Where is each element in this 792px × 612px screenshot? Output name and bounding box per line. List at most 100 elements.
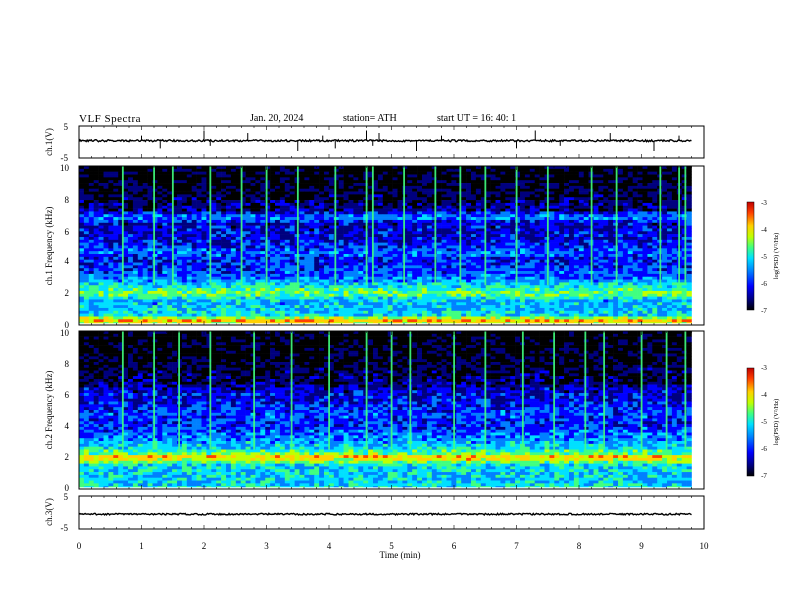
heatmap-cell <box>260 245 266 249</box>
heatmap-cell <box>618 208 624 212</box>
heatmap-cell <box>461 268 467 272</box>
heatmap-cell <box>284 262 290 266</box>
heatmap-cell <box>554 188 560 192</box>
heatmap-cell <box>495 256 501 260</box>
heatmap-cell <box>196 208 202 212</box>
heatmap-cell <box>559 202 565 207</box>
heatmap-cell <box>83 166 90 170</box>
heatmap-cell <box>103 191 109 195</box>
heatmap-cell <box>637 245 643 249</box>
heatmap-cell <box>593 177 599 181</box>
heatmap-cell <box>103 225 109 229</box>
heatmap-cell <box>667 265 673 269</box>
heatmap-cell <box>167 259 173 263</box>
heatmap-cell <box>167 188 173 192</box>
heatmap-cell <box>206 166 212 170</box>
heatmap-cell <box>162 273 168 278</box>
heatmap-cell <box>480 211 486 215</box>
heatmap-cell <box>475 273 482 278</box>
heatmap-cell <box>500 262 506 266</box>
heatmap-cell <box>157 202 163 207</box>
heatmap-cell <box>426 219 433 224</box>
heatmap-cell <box>446 214 452 218</box>
heatmap-cell <box>206 202 212 207</box>
heatmap-cell <box>152 180 158 184</box>
heatmap-cell <box>172 251 178 255</box>
heatmap-cell <box>559 242 565 246</box>
heatmap-cell <box>172 254 178 258</box>
heatmap-cell <box>529 234 535 238</box>
heatmap-cell <box>426 239 433 243</box>
heatmap-cell <box>275 256 281 260</box>
heatmap-cell <box>132 194 139 198</box>
heatmap-cell <box>505 168 511 172</box>
heatmap-cell <box>549 254 555 258</box>
heatmap-cell <box>436 194 442 198</box>
heatmap-cell <box>304 268 310 272</box>
heatmap-cell <box>373 222 379 226</box>
heatmap-cell <box>377 239 384 243</box>
heatmap-cell <box>137 234 143 238</box>
heatmap-cell <box>667 228 673 232</box>
heatmap-cell <box>118 185 124 190</box>
heatmap-cell <box>578 239 584 243</box>
heatmap-cell <box>324 183 330 187</box>
heatmap-cell <box>397 205 403 209</box>
heatmap-cell <box>147 262 153 266</box>
heatmap-cell <box>128 225 134 229</box>
heatmap-cell <box>417 202 423 207</box>
heatmap-cell <box>466 197 472 201</box>
heatmap-cell <box>593 228 599 232</box>
heatmap-cell <box>578 248 584 252</box>
heatmap-cell <box>353 259 359 263</box>
heatmap-cell <box>314 168 320 172</box>
heatmap-cell <box>603 191 609 195</box>
heatmap-cell <box>524 183 531 187</box>
heatmap-cell <box>647 273 653 278</box>
heatmap-cell <box>226 254 232 258</box>
heatmap-cell <box>387 188 393 192</box>
heatmap-cell <box>569 268 575 272</box>
heatmap-cell <box>407 254 413 258</box>
heatmap-cell <box>598 214 604 218</box>
heatmap-cell <box>157 256 163 260</box>
heatmap-cell <box>515 254 521 258</box>
heatmap-cell <box>314 188 320 192</box>
heatmap-cell <box>510 239 516 243</box>
heatmap-cell <box>510 222 516 226</box>
heatmap-cell <box>671 236 678 241</box>
heatmap-cell <box>147 217 153 221</box>
heatmap-cell <box>480 242 486 246</box>
heatmap-cell <box>368 245 374 249</box>
heatmap-cell <box>226 205 232 209</box>
heatmap-cell <box>230 174 237 178</box>
heatmap-cell <box>412 211 418 215</box>
heatmap-cell <box>500 188 506 192</box>
heatmap-cell <box>529 180 535 184</box>
heatmap-cell <box>539 222 545 226</box>
heatmap-cell <box>387 256 393 260</box>
heatmap-cell <box>451 208 457 212</box>
heatmap-cell <box>338 256 344 260</box>
heatmap-cell <box>662 228 668 232</box>
heatmap-cell <box>186 276 192 280</box>
heatmap-cell <box>578 194 584 198</box>
heatmap-cell <box>157 273 163 278</box>
heatmap-cell <box>686 211 692 215</box>
heatmap-cell <box>593 271 599 275</box>
heatmap-cell <box>314 273 320 278</box>
heatmap-cell <box>309 268 315 272</box>
heatmap-cell <box>358 185 364 190</box>
heatmap-cell <box>368 242 374 246</box>
heatmap-cell <box>358 214 364 218</box>
heatmap-cell <box>554 171 560 175</box>
heatmap-cell <box>93 242 99 246</box>
heatmap-cell <box>377 194 384 198</box>
heatmap-cell <box>667 214 673 218</box>
heatmap-cell <box>593 268 599 272</box>
heatmap-cell <box>314 231 320 235</box>
heatmap-cell <box>382 197 388 201</box>
heatmap-cell <box>328 254 335 258</box>
heatmap-cell <box>662 222 668 226</box>
heatmap-cell <box>466 194 472 198</box>
